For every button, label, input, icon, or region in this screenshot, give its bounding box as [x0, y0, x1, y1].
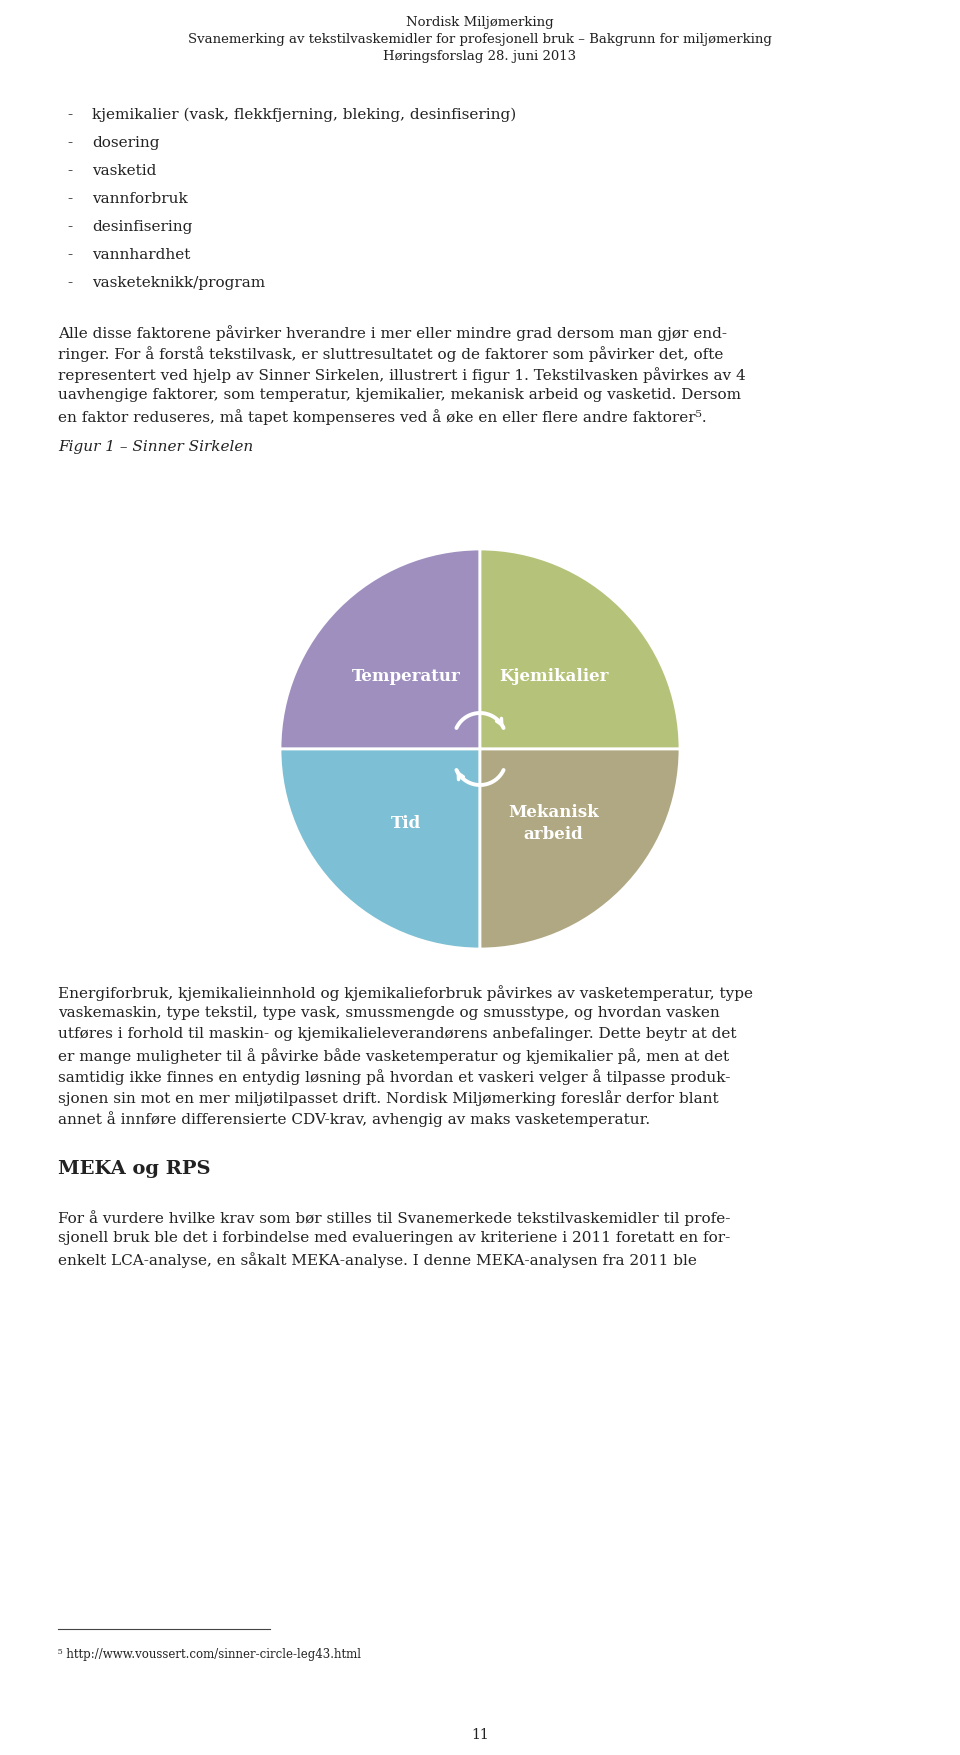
Text: utføres i forhold til maskin- og kjemikalieleverandørens anbefalinger. Dette bey: utføres i forhold til maskin- og kjemika…: [58, 1027, 736, 1041]
Text: Temperatur: Temperatur: [352, 667, 461, 684]
Text: Høringsforslag 28. juni 2013: Høringsforslag 28. juni 2013: [383, 49, 577, 63]
Text: Mekanisk
arbeid: Mekanisk arbeid: [508, 804, 599, 842]
Wedge shape: [280, 749, 480, 949]
Text: enkelt LCA-analyse, en såkalt MEKA-analyse. I denne MEKA-analysen fra 2011 ble: enkelt LCA-analyse, en såkalt MEKA-analy…: [58, 1251, 697, 1267]
Text: -: -: [67, 276, 73, 290]
Text: representert ved hjelp av Sinner Sirkelen, illustrert i figur 1. Tekstilvasken p: representert ved hjelp av Sinner Sirkele…: [58, 367, 746, 383]
Text: -: -: [67, 247, 73, 261]
Text: -: -: [67, 163, 73, 177]
Wedge shape: [280, 549, 480, 749]
Text: Energiforbruk, kjemikalieinnhold og kjemikalieforbruk påvirkes av vasketemperatu: Energiforbruk, kjemikalieinnhold og kjem…: [58, 985, 753, 1000]
Text: MEKA og RPS: MEKA og RPS: [58, 1160, 210, 1178]
Wedge shape: [480, 749, 680, 949]
Text: Kjemikalier: Kjemikalier: [499, 667, 609, 684]
Text: uavhengige faktorer, som temperatur, kjemikalier, mekanisk arbeid og vasketid. D: uavhengige faktorer, som temperatur, kje…: [58, 388, 741, 402]
Text: Nordisk Miljømerking: Nordisk Miljømerking: [406, 16, 554, 30]
Text: sjonell bruk ble det i forbindelse med evalueringen av kriteriene i 2011 foretat: sjonell bruk ble det i forbindelse med e…: [58, 1230, 731, 1244]
Text: dosering: dosering: [92, 135, 159, 149]
Text: vannforbruk: vannforbruk: [92, 191, 188, 205]
Text: er mange muligheter til å påvirke både vasketemperatur og kjemikalier på, men at: er mange muligheter til å påvirke både v…: [58, 1048, 730, 1064]
Text: annet å innføre differensierte CDV-krav, avhengig av maks vasketemperatur.: annet å innføre differensierte CDV-krav,…: [58, 1111, 650, 1127]
Text: -: -: [67, 219, 73, 233]
Text: vaskemaskin, type tekstil, type vask, smussmengde og smusstype, og hvordan vaske: vaskemaskin, type tekstil, type vask, sm…: [58, 1006, 720, 1020]
Text: kjemikalier (vask, flekkfjerning, bleking, desinfisering): kjemikalier (vask, flekkfjerning, blekin…: [92, 109, 516, 123]
Text: Alle disse faktorene påvirker hverandre i mer eller mindre grad dersom man gjør : Alle disse faktorene påvirker hverandre …: [58, 325, 727, 340]
Text: 11: 11: [471, 1727, 489, 1741]
Wedge shape: [480, 549, 680, 749]
Text: vasketid: vasketid: [92, 163, 156, 177]
Text: vasketeknikk/program: vasketeknikk/program: [92, 276, 265, 290]
Text: -: -: [67, 109, 73, 121]
Text: -: -: [67, 191, 73, 205]
Text: ⁵ http://www.voussert.com/sinner-circle-leg43.html: ⁵ http://www.voussert.com/sinner-circle-…: [58, 1646, 361, 1660]
Text: Figur 1 – Sinner Sirkelen: Figur 1 – Sinner Sirkelen: [58, 441, 253, 455]
Text: ringer. For å forstå tekstilvask, er sluttresultatet og de faktorer som påvirker: ringer. For å forstå tekstilvask, er slu…: [58, 346, 724, 362]
Text: For å vurdere hvilke krav som bør stilles til Svanemerkede tekstilvaskemidler ti: For å vurdere hvilke krav som bør stille…: [58, 1209, 731, 1225]
Text: desinfisering: desinfisering: [92, 219, 192, 233]
Text: vannhardhet: vannhardhet: [92, 247, 190, 261]
Text: en faktor reduseres, må tapet kompenseres ved å øke en eller flere andre faktore: en faktor reduseres, må tapet kompensere…: [58, 409, 707, 425]
Text: -: -: [67, 135, 73, 149]
Text: Tid: Tid: [392, 814, 421, 832]
Text: sjonen sin mot en mer miljøtilpasset drift. Nordisk Miljømerking foreslår derfor: sjonen sin mot en mer miljøtilpasset dri…: [58, 1090, 719, 1106]
Text: Svanemerking av tekstilvaskemidler for profesjonell bruk – Bakgrunn for miljømer: Svanemerking av tekstilvaskemidler for p…: [188, 33, 772, 46]
Text: samtidig ikke finnes en entydig løsning på hvordan et vaskeri velger å tilpasse : samtidig ikke finnes en entydig løsning …: [58, 1069, 731, 1085]
